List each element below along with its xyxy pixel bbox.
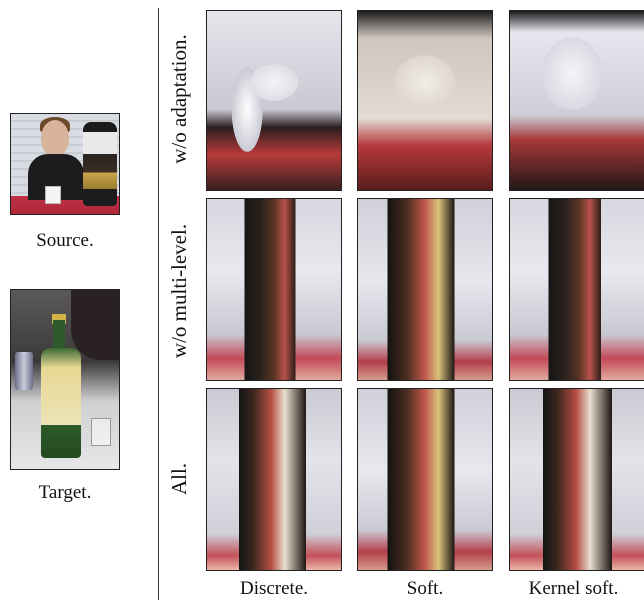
target-glass [91, 418, 111, 446]
result-image-no-adaptation-soft [357, 10, 493, 191]
row-label-without-multi-level: w/o multi-level. [167, 223, 191, 359]
target-bottle-body [41, 348, 81, 458]
row-label-without-adaptation: w/o adaptation. [167, 34, 191, 164]
result-image-no-adaptation-kernel-soft [509, 10, 644, 191]
result-image-no-multi-level-kernel-soft [509, 198, 644, 381]
source-person-head [41, 120, 69, 156]
column-label-discrete: Discrete. [239, 578, 309, 599]
target-caption: Target. [38, 482, 92, 503]
row-label-all: All. [167, 462, 191, 496]
column-label-soft: Soft. [406, 578, 444, 599]
target-image [10, 289, 120, 470]
target-bottle-cap [52, 314, 66, 324]
target-bottle-neck [53, 320, 65, 350]
column-divider [158, 8, 159, 600]
result-image-all-soft [357, 388, 493, 571]
result-image-all-kernel-soft [509, 388, 644, 571]
result-image-no-adaptation-discrete [206, 10, 342, 191]
result-image-no-multi-level-discrete [206, 198, 342, 381]
source-caption: Source. [36, 230, 94, 251]
result-image-all-discrete [206, 388, 342, 571]
column-label-kernel-soft: Kernel soft. [528, 578, 619, 599]
target-can [15, 352, 33, 390]
source-image [10, 113, 120, 215]
target-person-shadow [71, 290, 119, 360]
result-image-no-multi-level-soft [357, 198, 493, 381]
source-bottle [83, 122, 117, 206]
source-cup [45, 186, 61, 204]
